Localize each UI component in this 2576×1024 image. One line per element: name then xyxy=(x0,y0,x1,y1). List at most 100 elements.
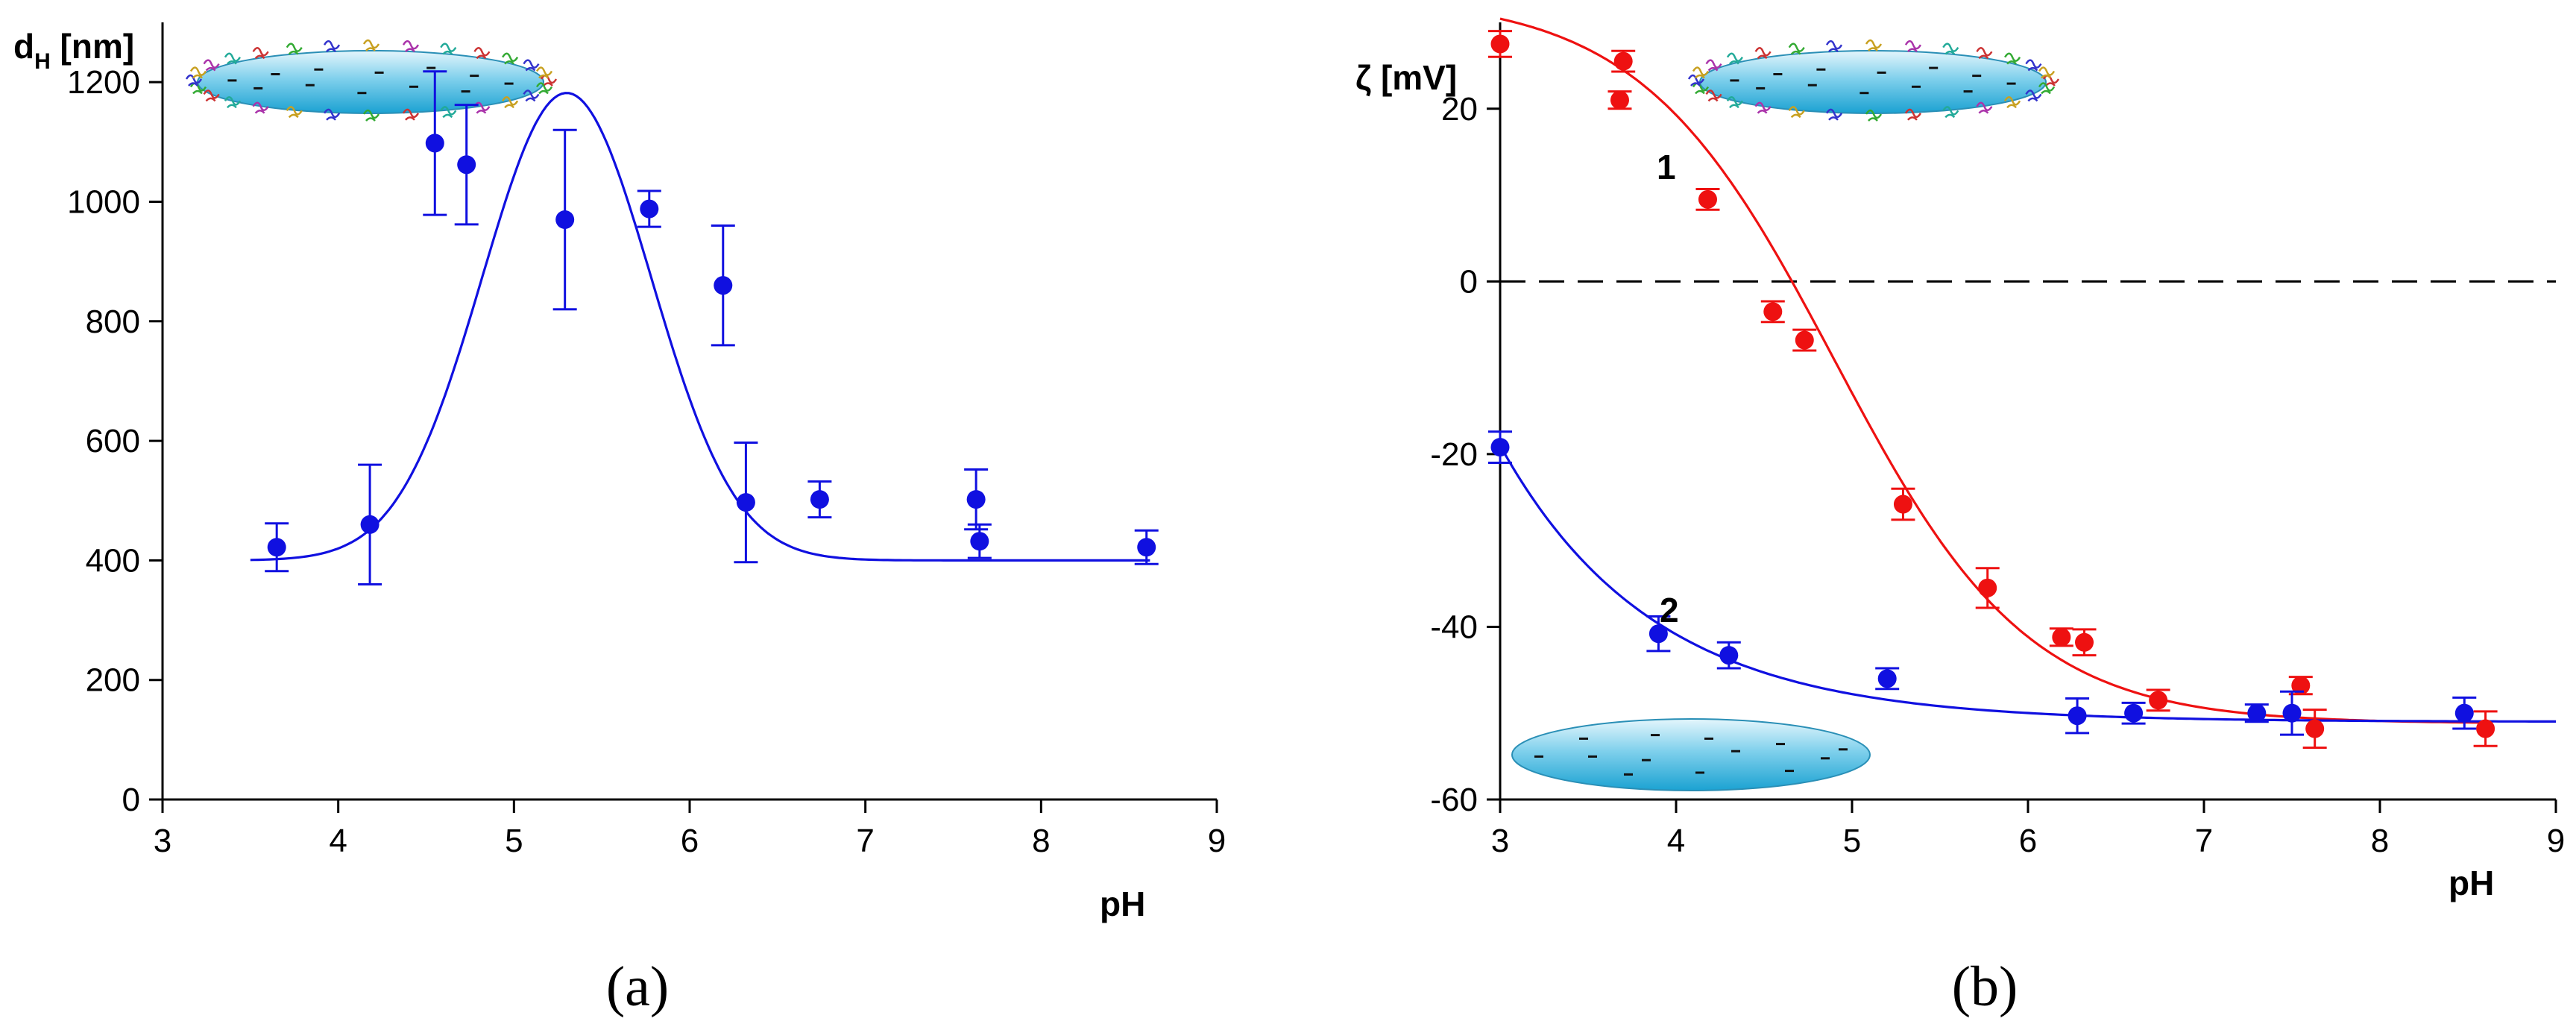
adsorbed-protein xyxy=(502,96,519,109)
x-tick-label: 3 xyxy=(1491,823,1509,859)
adsorbed-protein xyxy=(2004,52,2021,65)
data-point xyxy=(1646,615,1671,653)
marker xyxy=(810,490,829,509)
particle-body xyxy=(1511,718,1871,791)
chart-a-fit-curves xyxy=(250,92,1150,562)
data-point xyxy=(2065,697,2090,735)
x-tick-label: 9 xyxy=(2547,823,2565,859)
adsorbed-protein xyxy=(2038,82,2056,95)
marker xyxy=(2291,676,2311,695)
adsorbed-protein xyxy=(362,109,380,122)
chart-a-xlabel: pH xyxy=(1100,885,1145,923)
x-tick-label: 4 xyxy=(329,823,347,859)
y-tick-label: 0 xyxy=(1460,263,1478,300)
chart-b-xlabel: pH xyxy=(2449,864,2494,902)
adsorbed-protein xyxy=(1825,108,1843,121)
marker xyxy=(425,134,444,153)
data-point xyxy=(2280,690,2304,736)
data-point xyxy=(2121,701,2146,725)
marker xyxy=(966,490,986,509)
marker xyxy=(1490,438,1510,457)
protein-coated-particle-a xyxy=(185,39,558,122)
data-point xyxy=(1975,567,2000,609)
adsorbed-protein xyxy=(203,89,220,102)
x-tick-label: 5 xyxy=(505,823,523,859)
y-tick-label: -60 xyxy=(1430,782,1478,818)
chart-a-tick-labels: 3 4 5 6 7 8 9 0 200 400 600 800 1000 1200 xyxy=(67,64,1226,859)
marker xyxy=(640,199,659,219)
data-point xyxy=(1134,529,1159,565)
adsorbed-protein xyxy=(362,39,380,51)
adsorbed-protein xyxy=(402,40,420,53)
marker xyxy=(2476,719,2495,738)
x-tick-label: 7 xyxy=(856,823,874,859)
marker xyxy=(1613,51,1633,71)
marker xyxy=(1137,538,1156,557)
adsorbed-protein xyxy=(1904,40,1922,53)
adsorbed-protein xyxy=(203,59,220,72)
adsorbed-protein xyxy=(323,40,341,53)
adsorbed-protein xyxy=(1865,39,1883,51)
data-point xyxy=(1792,328,1817,352)
adsorbed-protein xyxy=(2038,66,2056,79)
chart-a-axes xyxy=(149,22,1218,813)
adsorbed-protein xyxy=(286,43,303,55)
marker xyxy=(2124,703,2144,723)
adsorbed-protein xyxy=(1788,106,1805,119)
chart-b-axes xyxy=(1487,22,2557,813)
x-tick-label: 3 xyxy=(154,823,171,859)
data-point xyxy=(1760,300,1785,324)
marker xyxy=(2305,719,2325,738)
adsorbed-protein xyxy=(502,52,519,65)
marker xyxy=(2052,627,2071,647)
marker xyxy=(360,515,380,534)
adsorbed-protein xyxy=(1788,43,1805,55)
data-point xyxy=(1488,30,1512,58)
data-point xyxy=(2473,710,2498,747)
panel-label-a: (a) xyxy=(606,955,669,1018)
adsorbed-protein xyxy=(224,52,241,65)
data-point xyxy=(637,189,661,228)
marker xyxy=(1648,624,1668,644)
bare-particle-b xyxy=(1511,718,1871,791)
marker xyxy=(2075,632,2094,652)
curve-label-1: 1 xyxy=(1657,148,1676,186)
marker xyxy=(736,493,755,512)
particle-body xyxy=(197,50,544,114)
marker xyxy=(2282,703,2302,723)
marker xyxy=(1763,302,1783,321)
data-point xyxy=(423,70,447,216)
marker xyxy=(714,276,733,295)
x-tick-label: 7 xyxy=(2195,823,2213,859)
adsorbed-protein xyxy=(1825,40,1843,53)
adsorbed-protein xyxy=(1705,59,1722,72)
adsorbed-protein xyxy=(252,47,269,60)
marker xyxy=(1978,578,1997,597)
data-point xyxy=(734,441,758,564)
data-point xyxy=(2244,703,2269,723)
adsorbed-protein xyxy=(535,66,553,79)
data-point xyxy=(2302,709,2327,750)
adsorbed-protein xyxy=(1726,52,1743,65)
adsorbed-protein xyxy=(189,66,207,79)
data-point xyxy=(358,463,382,585)
adsorbed-protein xyxy=(1687,74,1705,87)
x-tick-label: 8 xyxy=(2371,823,2389,859)
x-tick-label: 9 xyxy=(1208,823,1226,859)
data-point xyxy=(711,224,735,347)
data-point xyxy=(2049,627,2073,647)
marker xyxy=(1698,189,1717,209)
data-point xyxy=(454,104,479,226)
adsorbed-protein xyxy=(1754,101,1772,114)
adsorbed-protein xyxy=(1726,96,1743,109)
data-point xyxy=(1716,641,1741,670)
data-point xyxy=(964,468,989,531)
protein-coated-particle-b xyxy=(1687,39,2060,122)
chart-a-ylabel: dH [nm] xyxy=(13,27,134,74)
adsorbed-protein xyxy=(323,108,341,121)
x-tick-label: 8 xyxy=(1032,823,1050,859)
marker xyxy=(2454,703,2474,723)
y-tick-label: 400 xyxy=(86,542,140,579)
data-point xyxy=(1875,667,1900,691)
